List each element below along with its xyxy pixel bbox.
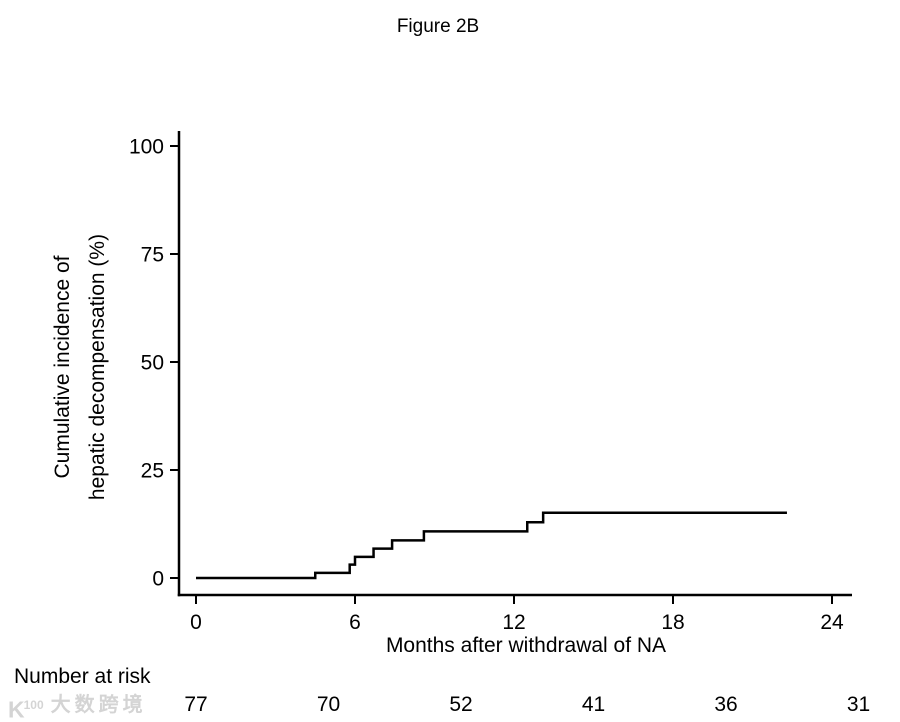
- watermark-text: 大数跨境: [50, 694, 147, 716]
- x-tick-label-18: 18: [661, 611, 684, 634]
- x-tick-label-12: 12: [502, 611, 525, 634]
- watermark: K100 大数跨境: [8, 692, 147, 722]
- watermark-logo-letter: K: [8, 696, 25, 722]
- number-at-risk-value-10: 52: [449, 693, 473, 716]
- y-tick-label-100: 100: [129, 136, 164, 159]
- number-at-risk-value-5: 70: [316, 693, 341, 716]
- watermark-logo-sup: 100: [23, 698, 44, 712]
- y-tick-label-0: 0: [152, 568, 164, 591]
- watermark-logo-icon: K100: [8, 692, 44, 722]
- x-tick-label-0: 0: [190, 611, 202, 634]
- y-tick-label-75: 75: [141, 244, 164, 267]
- x-axis-title: Months after withdrawal of NA: [385, 634, 667, 657]
- x-tick-label-6: 6: [349, 611, 361, 634]
- number-at-risk-row: 77 70 52 41 36 31: [0, 693, 900, 722]
- y-tick-label-25: 25: [141, 460, 164, 483]
- incidence-step-curve: [196, 511, 787, 580]
- number-at-risk-value-20: 36: [714, 693, 738, 716]
- number-at-risk-value-25: 31: [846, 693, 871, 716]
- figure-title: Figure 2B: [396, 16, 480, 37]
- number-at-risk-value-0: 77: [184, 693, 208, 716]
- number-at-risk-label: Number at risk: [14, 665, 151, 688]
- y-tick-label-50: 50: [141, 352, 164, 375]
- x-tick-label-24: 24: [820, 611, 844, 634]
- number-at-risk-value-15: 41: [581, 693, 606, 716]
